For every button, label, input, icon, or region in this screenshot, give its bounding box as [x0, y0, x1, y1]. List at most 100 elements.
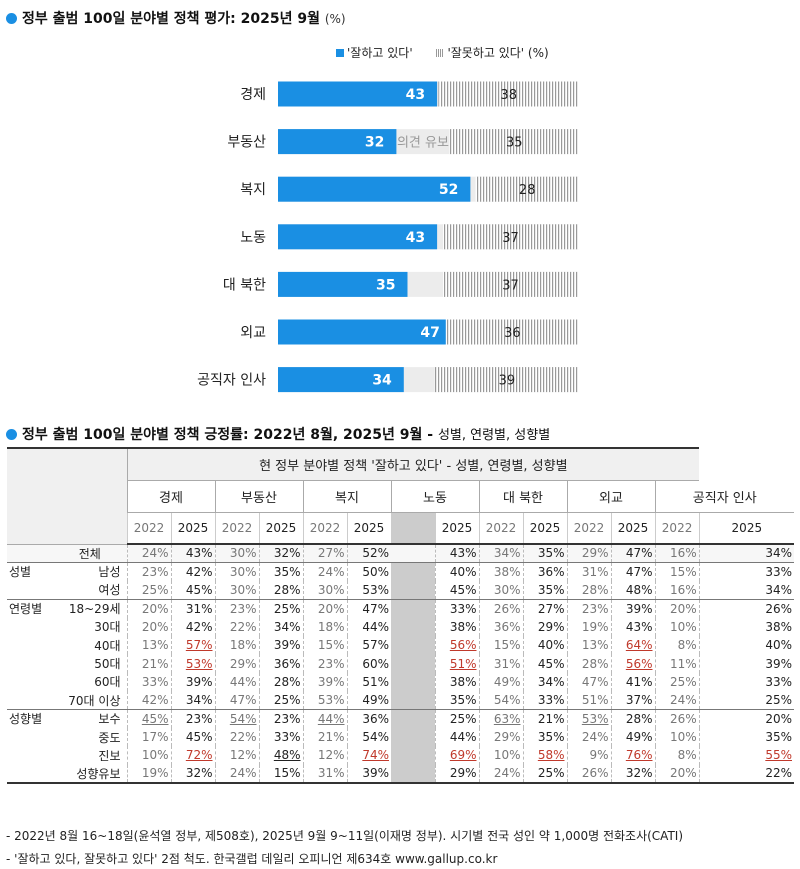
- table-cell: 30%: [478, 580, 523, 600]
- table-cell: 54%: [346, 727, 391, 747]
- data-label-positive: 35: [376, 277, 395, 293]
- table-cell: 42%: [126, 691, 171, 711]
- table-cell: 72%: [170, 746, 215, 765]
- table-cell: 28%: [610, 709, 655, 728]
- year-header: 2025: [434, 512, 479, 545]
- table-cell: 44%: [434, 727, 479, 747]
- data-label-positive: 32: [365, 135, 384, 151]
- table-cell: 34%: [170, 691, 215, 711]
- table-cell: 23%: [302, 654, 347, 673]
- row-group-label: [7, 691, 57, 711]
- data-label-negative: 39: [499, 374, 516, 389]
- table-cell: 36%: [478, 617, 523, 636]
- table-cell: 18%: [214, 635, 259, 655]
- table-row: 연령별 18~29세 20% 31% 23% 25% 20% 47% 33% 26% 27% 23% 3…: [7, 599, 794, 618]
- table-cell: 28%: [258, 580, 303, 600]
- table-cell: 45%: [522, 654, 567, 673]
- table-cell: 35%: [522, 727, 567, 747]
- bar-positive: [278, 81, 438, 107]
- table-cell: 24%: [654, 691, 700, 711]
- table-cell: 40%: [698, 635, 794, 655]
- table-cell: 34%: [478, 544, 523, 563]
- table-cell: 20%: [698, 709, 794, 728]
- gap-cell: [391, 599, 435, 618]
- category-label: 외교: [240, 325, 266, 341]
- table-cell: 20%: [126, 617, 171, 636]
- bar-negative: [438, 81, 579, 107]
- legend-negative-label: '잘못하고 있다' (%): [447, 46, 549, 60]
- row-group-label: [7, 728, 57, 746]
- table-cell: 13%: [566, 635, 611, 655]
- row-label: 60대: [94, 675, 121, 690]
- table-cell: 29%: [478, 727, 523, 747]
- table-cell: 64%: [610, 635, 655, 655]
- bar-negative: [475, 176, 579, 202]
- table-cell: 43%: [434, 544, 479, 563]
- data-label-positive: 47: [420, 325, 439, 341]
- row-label: 70대 이상: [57, 691, 127, 711]
- gap-cell: [391, 764, 435, 785]
- table-cell: 20%: [654, 764, 700, 785]
- year-header: 2025: [258, 512, 303, 545]
- data-label-negative: 35: [506, 136, 523, 151]
- table-cell: 29%: [214, 654, 259, 673]
- table-cell: 51%: [346, 672, 391, 692]
- table-cell: 36%: [522, 562, 567, 581]
- table-cell: 23%: [214, 599, 259, 618]
- chart2-title: 정부 출범 100일 분야별 정책 긍정률: 2022년 8월, 2025년 9…: [6, 424, 550, 444]
- table-cell: 21%: [126, 654, 171, 673]
- category-label: 복지: [240, 182, 266, 198]
- table-cell: 36%: [346, 709, 391, 728]
- gap-cell: [391, 544, 435, 563]
- field-header: 부동산: [214, 480, 303, 513]
- year-header: 2025: [346, 512, 391, 545]
- table-cell: 38%: [434, 672, 479, 692]
- bar-negative: [449, 129, 579, 155]
- table-cell: 12%: [302, 746, 347, 765]
- bar-negative: [442, 271, 579, 297]
- bar-positive: [278, 176, 471, 202]
- row-label: 진보: [98, 748, 121, 763]
- table-cell: 31%: [302, 764, 347, 785]
- table-cell: 39%: [610, 599, 655, 618]
- row-label: 중도: [98, 730, 121, 745]
- chart2-title-text: 정부 출범 100일 분야별 정책 긍정률: 2022년 8월, 2025년 9…: [22, 427, 434, 443]
- table-cell: 58%: [522, 746, 567, 765]
- table-cell: 51%: [434, 654, 479, 673]
- bar-positive: [278, 224, 438, 250]
- table-cell: 45%: [170, 580, 215, 600]
- row-label: 보수: [98, 712, 121, 727]
- table-cell: 10%: [478, 746, 523, 765]
- chart1-title: 정부 출범 100일 분야별 정책 평가: 2025년 9월 (%): [6, 8, 346, 28]
- table-row: 중도 17% 45% 22% 33% 21% 54% 44% 29% 35% 24% 49% 10% 35…: [7, 727, 794, 747]
- table-cell: 8%: [654, 746, 700, 765]
- bar-negative: [434, 367, 579, 393]
- table-cell: 41%: [610, 672, 655, 692]
- table-cell: 69%: [434, 746, 479, 765]
- year-header: 2022: [566, 512, 611, 545]
- annotation-label: 의견 유보: [397, 136, 449, 151]
- table-cell: 40%: [522, 635, 567, 655]
- table-cell: 29%: [522, 617, 567, 636]
- table-cell: 20%: [302, 599, 347, 618]
- gap-cell: [391, 580, 435, 600]
- table-cell: 35%: [522, 544, 567, 563]
- table-cell: 32%: [170, 764, 215, 785]
- bullet-dot-icon: [6, 429, 17, 440]
- table-cell: 38%: [698, 617, 794, 636]
- gap-cell: [391, 562, 435, 581]
- data-label-positive: 34: [372, 373, 392, 389]
- table-cell: 23%: [126, 562, 171, 581]
- note-2: - '잘하고 있다, 잘못하고 있다' 2점 척도. 한국갤럽 데일리 오피니언…: [6, 852, 498, 866]
- table-cell: 34%: [522, 672, 567, 692]
- table-cell: 33%: [258, 727, 303, 747]
- table-cell: 10%: [654, 617, 700, 636]
- table-cell: 33%: [434, 599, 479, 618]
- table-cell: 48%: [258, 746, 303, 765]
- table-cell: 39%: [170, 672, 215, 692]
- table-cell: 24%: [126, 544, 171, 563]
- table-cell: 27%: [302, 544, 347, 563]
- row-label: 40대: [94, 638, 121, 653]
- legend-positive-swatch: [336, 49, 344, 57]
- gap-cell: [391, 709, 435, 728]
